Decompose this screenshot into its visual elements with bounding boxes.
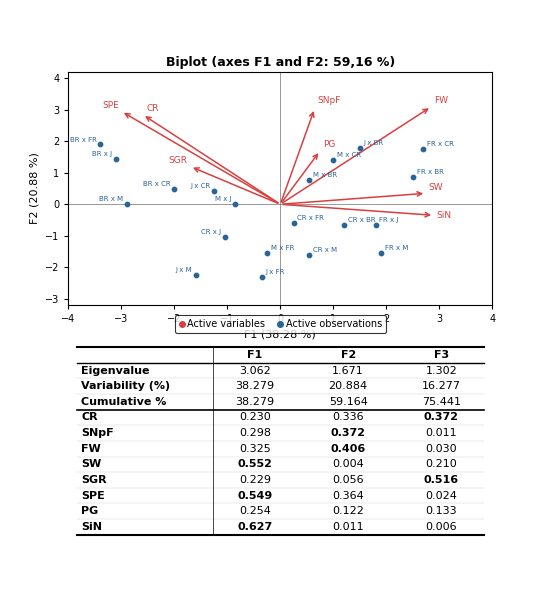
- Text: Eigenvalue: Eigenvalue: [81, 365, 149, 376]
- Text: PG: PG: [323, 140, 335, 149]
- Text: 0.024: 0.024: [426, 491, 457, 500]
- Text: 0.364: 0.364: [332, 491, 364, 500]
- Text: BR x FR: BR x FR: [69, 137, 96, 143]
- Text: 0.406: 0.406: [330, 444, 366, 454]
- Text: CR: CR: [81, 412, 98, 422]
- Text: 59.164: 59.164: [329, 397, 368, 407]
- Text: SPE: SPE: [81, 491, 105, 500]
- Text: SNpF: SNpF: [81, 428, 114, 438]
- Text: J x FR: J x FR: [265, 269, 285, 275]
- Text: M x FR: M x FR: [271, 245, 294, 251]
- Text: F2: F2: [341, 350, 356, 360]
- Point: [377, 248, 386, 258]
- Text: 0.325: 0.325: [239, 444, 271, 454]
- Point: [340, 220, 348, 230]
- Text: FR x BR: FR x BR: [416, 169, 444, 175]
- Text: 0.549: 0.549: [237, 491, 272, 500]
- Point: [220, 233, 229, 242]
- Text: Variability (%): Variability (%): [81, 381, 170, 391]
- Text: 75.441: 75.441: [422, 397, 461, 407]
- Point: [409, 172, 417, 181]
- Text: 0.210: 0.210: [426, 460, 457, 469]
- Text: CR x M: CR x M: [313, 247, 337, 253]
- Point: [112, 154, 120, 163]
- Text: 16.277: 16.277: [422, 381, 461, 391]
- Text: 0.372: 0.372: [424, 412, 459, 422]
- Text: CR x FR: CR x FR: [298, 215, 324, 221]
- Text: SPE: SPE: [102, 101, 119, 110]
- Point: [258, 272, 266, 281]
- Point: [419, 145, 428, 154]
- Text: 0.254: 0.254: [239, 506, 271, 517]
- Text: 20.884: 20.884: [329, 381, 368, 391]
- Legend: Active variables, Active observations: Active variables, Active observations: [174, 316, 386, 333]
- Point: [123, 199, 131, 209]
- Text: 0.011: 0.011: [426, 428, 457, 438]
- Text: SiN: SiN: [437, 211, 452, 220]
- Text: SNpF: SNpF: [317, 96, 341, 105]
- Point: [170, 184, 179, 193]
- Text: J x BR: J x BR: [364, 140, 383, 146]
- Text: 0.004: 0.004: [332, 460, 364, 469]
- Text: 0.298: 0.298: [239, 428, 271, 438]
- Text: 1.302: 1.302: [426, 365, 457, 376]
- Text: J x M: J x M: [175, 267, 192, 273]
- Text: 0.229: 0.229: [239, 475, 271, 485]
- Title: Biplot (axes F1 and F2: 59,16 %): Biplot (axes F1 and F2: 59,16 %): [166, 56, 395, 70]
- Y-axis label: F2 (20.88 %): F2 (20.88 %): [30, 152, 39, 224]
- Text: CR: CR: [147, 104, 159, 113]
- Text: CR x J: CR x J: [201, 229, 221, 235]
- Point: [231, 199, 240, 209]
- X-axis label: F1 (38.28 %): F1 (38.28 %): [245, 329, 316, 340]
- Text: 3.062: 3.062: [239, 365, 271, 376]
- Text: SGR: SGR: [81, 475, 107, 485]
- Text: F3: F3: [434, 350, 449, 360]
- Text: 0.372: 0.372: [331, 428, 365, 438]
- Text: Cumulative %: Cumulative %: [81, 397, 166, 407]
- Text: 0.336: 0.336: [333, 412, 364, 422]
- Text: SW: SW: [429, 182, 443, 191]
- Text: FW: FW: [434, 96, 448, 105]
- Point: [289, 218, 298, 228]
- Text: M x CR: M x CR: [337, 152, 361, 158]
- Text: 38.279: 38.279: [235, 397, 275, 407]
- Point: [210, 186, 218, 196]
- Text: 0.516: 0.516: [424, 475, 459, 485]
- Text: BR x M: BR x M: [99, 196, 123, 202]
- Text: SW: SW: [81, 460, 101, 469]
- Text: SiN: SiN: [81, 522, 102, 532]
- Point: [263, 248, 271, 258]
- Text: FW: FW: [81, 444, 101, 454]
- Point: [305, 250, 314, 259]
- Point: [356, 143, 364, 152]
- Text: 0.056: 0.056: [333, 475, 364, 485]
- Point: [305, 175, 314, 185]
- Text: FR x J: FR x J: [380, 217, 399, 223]
- Text: FR x CR: FR x CR: [427, 141, 454, 147]
- Point: [371, 220, 380, 230]
- Text: F1: F1: [247, 350, 263, 360]
- Text: 0.133: 0.133: [426, 506, 457, 517]
- Text: 0.230: 0.230: [239, 412, 271, 422]
- Point: [191, 271, 200, 280]
- Text: BR x J: BR x J: [92, 151, 112, 157]
- Text: 38.279: 38.279: [235, 381, 275, 391]
- Text: FR x M: FR x M: [385, 245, 408, 251]
- Text: BR x CR: BR x CR: [143, 181, 171, 187]
- Text: SGR: SGR: [168, 156, 188, 165]
- Text: 0.030: 0.030: [426, 444, 457, 454]
- Point: [329, 155, 337, 165]
- Text: 0.011: 0.011: [333, 522, 364, 532]
- Text: 0.627: 0.627: [237, 522, 272, 532]
- Text: CR x BR: CR x BR: [348, 217, 375, 223]
- Text: 0.122: 0.122: [332, 506, 364, 517]
- Text: 0.552: 0.552: [237, 460, 272, 469]
- Text: 1.671: 1.671: [332, 365, 364, 376]
- Point: [96, 140, 104, 149]
- Text: J x CR: J x CR: [190, 183, 211, 189]
- Text: PG: PG: [81, 506, 98, 517]
- Text: M x BR: M x BR: [313, 172, 337, 178]
- Text: M x J: M x J: [215, 196, 231, 202]
- Text: 0.006: 0.006: [426, 522, 457, 532]
